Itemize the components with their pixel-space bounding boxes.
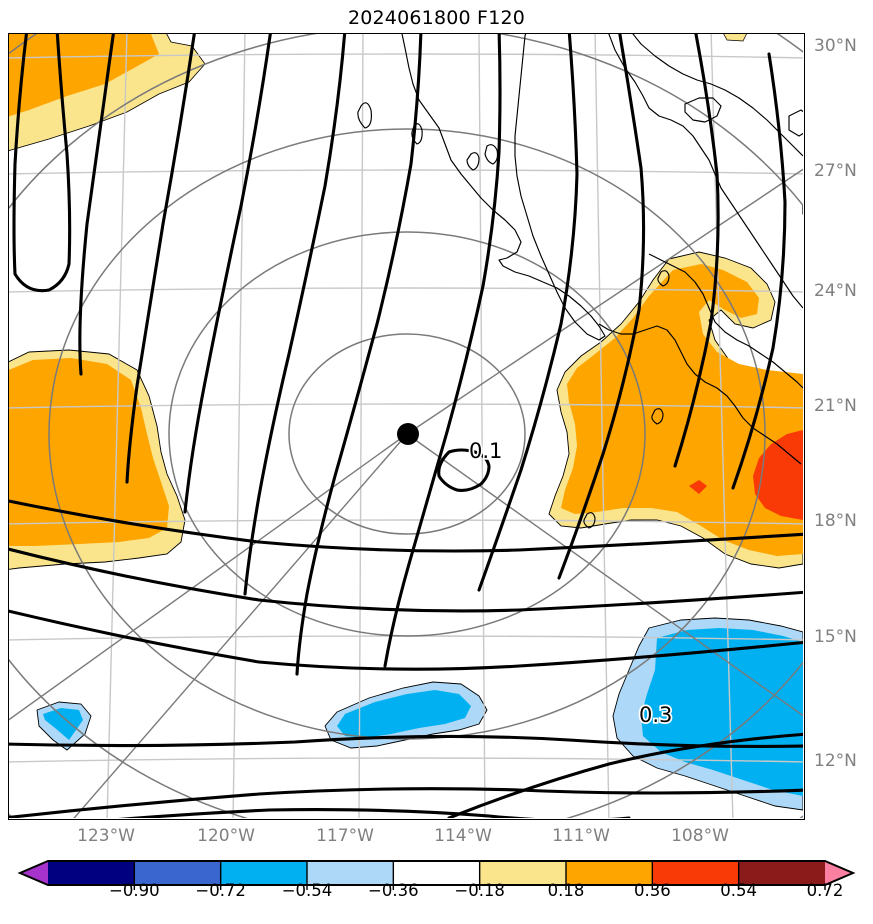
colorbar-cell — [738, 861, 826, 885]
colorbar-tick-label: −0.54 — [281, 881, 333, 900]
colorbar-ticks — [133, 885, 826, 890]
colorbar-over-arrow — [825, 861, 853, 885]
lat-tick-18n: 18°N — [814, 511, 857, 531]
map-plot-area[interactable]: 0.1 0.3 — [8, 33, 805, 820]
shaded-region-east — [548, 251, 803, 569]
colorbar-cell — [566, 861, 653, 885]
lon-tick-111w: 111°W — [552, 826, 610, 846]
contour-label-0-1: 0.1 — [469, 439, 502, 463]
lon-tick-123w: 123°W — [77, 826, 135, 846]
shaded-region-northwest — [9, 34, 206, 151]
lon-tick-117w: 117°W — [316, 826, 374, 846]
colorbar-tick-label: −0.90 — [109, 881, 160, 900]
coastlines — [357, 34, 803, 529]
contour-label-0-3: 0.3 — [639, 703, 672, 727]
shaded-region-southwest-small — [36, 701, 92, 751]
lat-tick-30n: 30°N — [814, 36, 857, 56]
colorbar-svg — [17, 860, 856, 890]
colorbar-tick-label: −0.36 — [368, 881, 419, 900]
lat-tick-12n: 12°N — [814, 751, 857, 771]
storm-center-marker[interactable] — [397, 423, 419, 445]
lat-tick-27n: 27°N — [814, 161, 857, 181]
colorbar-cell — [48, 861, 135, 885]
colorbar-cell — [307, 861, 394, 885]
colorbar-tick-label: 0.18 — [547, 881, 585, 900]
lat-tick-15n: 15°N — [814, 627, 857, 647]
lon-tick-120w: 120°W — [197, 826, 255, 846]
map-svg: 0.1 0.3 — [9, 34, 803, 818]
chart-title: 2024061800 F120 — [347, 7, 526, 29]
shaded-region-southeast — [612, 617, 803, 811]
lon-tick-114w: 114°W — [434, 826, 492, 846]
colorbar-cell — [220, 861, 308, 885]
lat-tick-21n: 21°N — [814, 396, 857, 416]
colorbar-tick-label: −0.72 — [195, 881, 246, 900]
colorbar-cell — [479, 861, 567, 885]
colorbar-cell — [134, 861, 222, 885]
colorbar-tick-label: 0.72 — [806, 881, 844, 900]
colorbar-cell — [393, 861, 481, 885]
shaded-region-west — [9, 349, 186, 570]
contour-inline-labels: 0.1 0.3 — [467, 437, 674, 728]
shaded-region-top-right-sliver — [723, 34, 747, 42]
colorbar-tick-label: 0.36 — [633, 881, 671, 900]
range-ring-spokes — [9, 168, 803, 818]
lon-tick-108w: 108°W — [671, 826, 729, 846]
lat-tick-24n: 24°N — [814, 281, 857, 301]
colorbar-tick-label: 0.54 — [720, 881, 758, 900]
colorbar[interactable]: −0.90 −0.72 −0.54 −0.36 −0.18 0.18 0.36 0.54 0.7… — [0, 855, 873, 924]
contour-lines — [9, 34, 803, 818]
colorbar-tick-label: −0.18 — [454, 881, 505, 900]
colorbar-under-arrow — [20, 861, 48, 885]
colorbar-cell — [652, 861, 740, 885]
shaded-region-south-central — [324, 681, 488, 749]
colorbar-cells — [20, 861, 853, 885]
range-rings — [9, 34, 803, 818]
